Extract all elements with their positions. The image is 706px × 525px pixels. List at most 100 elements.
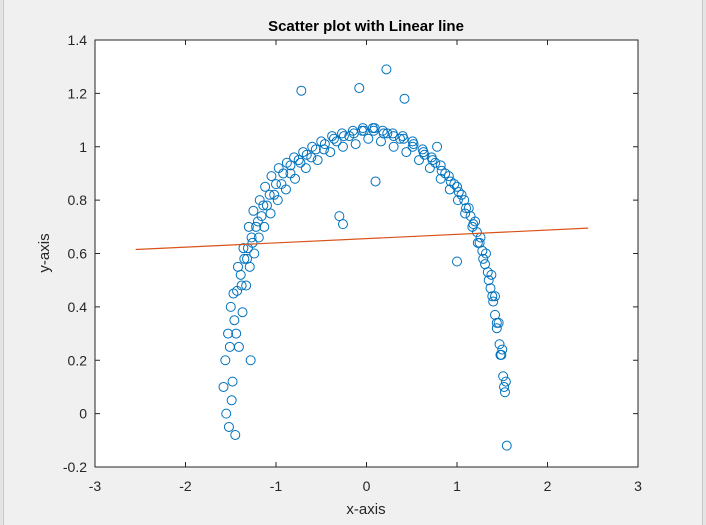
linear-fit-line [135, 227, 589, 251]
scatter-point [298, 147, 309, 158]
scatter-point [245, 355, 256, 366]
scatter-point [264, 189, 275, 200]
scatter-point [445, 176, 456, 187]
scatter-point [285, 160, 296, 171]
scatter-point [413, 155, 424, 166]
scatter-point [338, 131, 349, 142]
x-tick-label: -2 [179, 478, 192, 494]
scatter-point [225, 301, 236, 312]
scatter-point [300, 163, 311, 174]
scatter-point [316, 136, 327, 147]
scatter-point [241, 280, 252, 291]
y-tick-label: 1.4 [68, 32, 88, 48]
scatter-point [468, 219, 479, 230]
scatter-point [253, 232, 264, 243]
scatter-point [480, 248, 491, 259]
chart-title: Scatter plot with Linear line [268, 18, 464, 35]
scatter-point [453, 187, 464, 198]
scatter-point [231, 328, 242, 339]
scatter-point [271, 179, 281, 190]
y-tick-label: -0.2 [63, 459, 87, 475]
scatter-point [261, 200, 272, 211]
scatter-point [478, 253, 489, 264]
scatter-point [501, 440, 512, 451]
scatter-point [432, 141, 443, 152]
scatter-point [328, 133, 339, 144]
scatter-point [319, 139, 330, 150]
scatter-point [243, 221, 254, 232]
scatter-point [337, 128, 348, 139]
plot-area [94, 39, 639, 468]
x-tick-label: -3 [89, 478, 102, 494]
scatter-point [443, 171, 454, 182]
scatter-point [370, 176, 381, 187]
scatter-point [296, 85, 307, 96]
scatter-point [388, 141, 399, 152]
scatter-point [368, 125, 379, 136]
scatter-point [350, 139, 361, 150]
x-tick-label: -1 [270, 478, 283, 494]
x-axis-label: x-axis [346, 501, 385, 518]
y-tick-label: 0.2 [68, 352, 88, 368]
y-tick-label: 0.4 [68, 299, 88, 315]
scatter-point [220, 355, 231, 366]
scatter-point [247, 237, 258, 248]
scatter-point [485, 283, 496, 294]
scatter-point [440, 168, 451, 179]
scatter-point [494, 339, 505, 350]
scatter-point [265, 208, 276, 219]
scatter-point [394, 133, 405, 144]
scatter-point [354, 83, 365, 94]
scatter-point [490, 291, 501, 302]
scatter-point [236, 280, 247, 291]
scatter-point [358, 125, 369, 136]
scatter-point [348, 128, 359, 139]
scatter-point [223, 421, 234, 432]
scatter-point [248, 205, 259, 216]
scatter-point [452, 181, 462, 192]
scatter-point [378, 128, 389, 139]
scatter-point [280, 184, 291, 195]
scatter-points [218, 64, 512, 451]
scatter-point [496, 349, 507, 360]
scatter-point [463, 203, 474, 214]
scatter-point [301, 149, 312, 160]
scatter-point [249, 248, 260, 259]
scatter-point [295, 157, 306, 168]
scatter-point [398, 133, 409, 144]
scatter-point [259, 221, 270, 232]
y-tick-label: 1 [79, 139, 87, 155]
scatter-point [229, 315, 240, 326]
scatter-point [272, 195, 283, 206]
scatter-point [456, 189, 467, 200]
scatter-point [226, 395, 237, 406]
scatter-point [474, 237, 485, 248]
linear-line [135, 227, 589, 251]
scatter-point [436, 165, 447, 176]
scatter-point [290, 173, 301, 184]
scatter-point [452, 256, 462, 267]
scatter-point [278, 168, 289, 179]
scatter-point [460, 208, 471, 219]
x-tick-label: 2 [544, 478, 552, 494]
scatter-point [230, 429, 241, 440]
scatter-point [499, 381, 510, 392]
scatter-point [418, 147, 429, 158]
scatter-point [480, 259, 491, 270]
scatter-point [381, 64, 392, 75]
scatter-point [251, 221, 262, 232]
scatter-point [408, 139, 419, 150]
scatter-point [499, 387, 510, 398]
y-tick-label: 0 [79, 406, 87, 422]
scatter-point [498, 371, 509, 382]
scatter-point [252, 216, 263, 227]
scatter-point [491, 317, 502, 328]
x-tick-label: 0 [363, 478, 371, 494]
scatter-point [399, 93, 410, 104]
scatter-point [486, 269, 497, 280]
scatter-point [430, 157, 441, 168]
scatter-point [237, 307, 248, 318]
scatter-point [449, 179, 460, 190]
